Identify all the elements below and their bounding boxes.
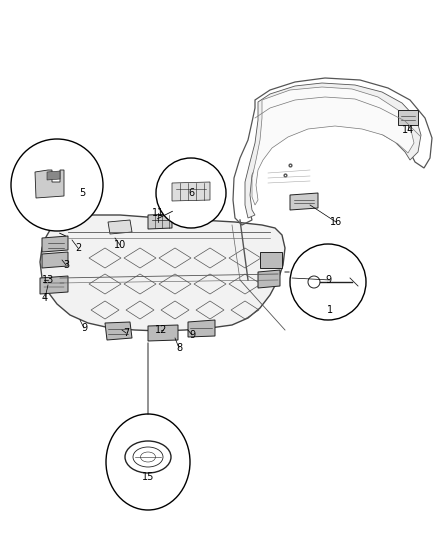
Polygon shape bbox=[148, 325, 177, 341]
Polygon shape bbox=[35, 170, 64, 198]
Polygon shape bbox=[105, 322, 132, 340]
Text: 8: 8 bbox=[176, 343, 182, 353]
Text: 1: 1 bbox=[326, 305, 332, 315]
Polygon shape bbox=[258, 270, 279, 288]
Polygon shape bbox=[42, 236, 68, 252]
Circle shape bbox=[11, 139, 103, 231]
Polygon shape bbox=[251, 87, 413, 205]
Polygon shape bbox=[397, 110, 417, 125]
Circle shape bbox=[155, 158, 226, 228]
Polygon shape bbox=[244, 83, 420, 218]
Polygon shape bbox=[290, 193, 317, 210]
Text: 14: 14 bbox=[401, 125, 413, 135]
Text: 15: 15 bbox=[141, 472, 154, 482]
Circle shape bbox=[290, 244, 365, 320]
Polygon shape bbox=[40, 215, 284, 331]
Text: 5: 5 bbox=[79, 188, 85, 198]
Polygon shape bbox=[172, 182, 209, 201]
Text: 3: 3 bbox=[63, 260, 69, 270]
Text: 10: 10 bbox=[113, 240, 126, 250]
Polygon shape bbox=[187, 320, 215, 337]
Text: 13: 13 bbox=[42, 275, 54, 285]
Polygon shape bbox=[47, 171, 60, 180]
Polygon shape bbox=[259, 252, 281, 268]
Text: 11: 11 bbox=[152, 208, 164, 218]
Polygon shape bbox=[108, 220, 132, 234]
Polygon shape bbox=[42, 252, 68, 268]
Text: 9: 9 bbox=[324, 275, 330, 285]
Text: 2: 2 bbox=[75, 243, 81, 253]
Polygon shape bbox=[148, 214, 172, 229]
Text: 9: 9 bbox=[81, 323, 87, 333]
Text: 9: 9 bbox=[188, 330, 194, 340]
Text: 6: 6 bbox=[187, 188, 194, 198]
Polygon shape bbox=[40, 276, 68, 294]
Text: 7: 7 bbox=[123, 328, 129, 338]
Text: 4: 4 bbox=[42, 293, 48, 303]
Text: 12: 12 bbox=[155, 325, 167, 335]
Text: 16: 16 bbox=[329, 217, 341, 227]
Ellipse shape bbox=[106, 414, 190, 510]
